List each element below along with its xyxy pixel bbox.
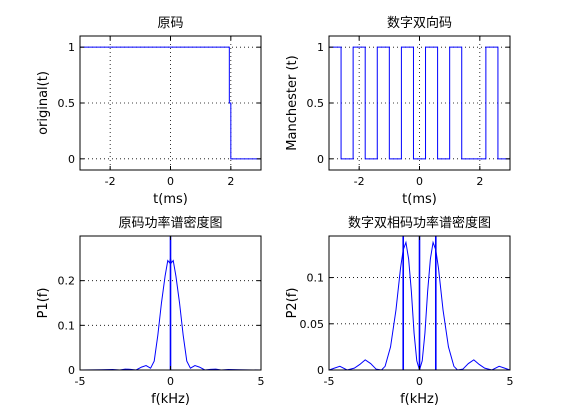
y-axis-label: original(t) [36,71,51,135]
chart-title: 原码功率谱密度图 [118,215,222,231]
y-tick-label: 0.05 [300,318,325,331]
x-tick-label: 0 [416,175,423,188]
y-tick-label: 0.5 [307,97,325,110]
chart-2: -2 0 2 0 0.5 1 数字双向码 t(ms) Manchester (t) [285,15,511,207]
y-tick-label: 1 [68,41,75,54]
series-line [329,240,510,370]
plot-area [329,36,510,170]
x-tick-label: -5 [324,375,335,388]
y-axis-label: P2(f) [285,288,300,319]
x-tick-label: 0 [167,375,174,388]
y-tick-label: 1 [317,41,324,54]
y-tick-label: 0.1 [307,272,325,285]
chart-title: 原码 [157,16,183,31]
y-tick-label: 0 [317,364,324,377]
x-tick-label: -5 [75,375,86,388]
x-axis-label: f(kHz) [400,392,439,407]
x-tick-label: 0 [167,175,174,188]
y-tick-label: 0 [317,153,324,166]
x-tick-label: 0 [416,375,423,388]
x-tick-label: 5 [258,375,265,388]
x-axis-label: f(kHz) [151,392,190,407]
x-tick-label: -2 [105,175,116,188]
y-tick-label: 0.1 [58,319,76,332]
chart-1: -2 0 2 0 0.5 1 原码 t(ms) original(t) [36,16,262,207]
x-tick-label: -2 [354,175,365,188]
y-axis-label: P1(f) [36,288,51,319]
y-tick-label: 0.2 [58,275,76,288]
x-axis-label: t(ms) [153,192,188,207]
series-line [80,46,261,160]
series-line [329,46,510,160]
x-tick-label: 5 [507,375,514,388]
x-tick-label: 2 [227,175,234,188]
chart-title: 数字双相码功率谱密度图 [348,215,491,231]
y-tick-label: 0 [68,364,75,377]
y-tick-label: 0.5 [58,97,76,110]
x-axis-label: t(ms) [402,192,437,207]
chart-title: 数字双向码 [387,15,452,31]
y-tick-label: 0 [68,153,75,166]
x-tick-label: 2 [476,175,483,188]
y-axis-label: Manchester (t) [285,55,300,150]
